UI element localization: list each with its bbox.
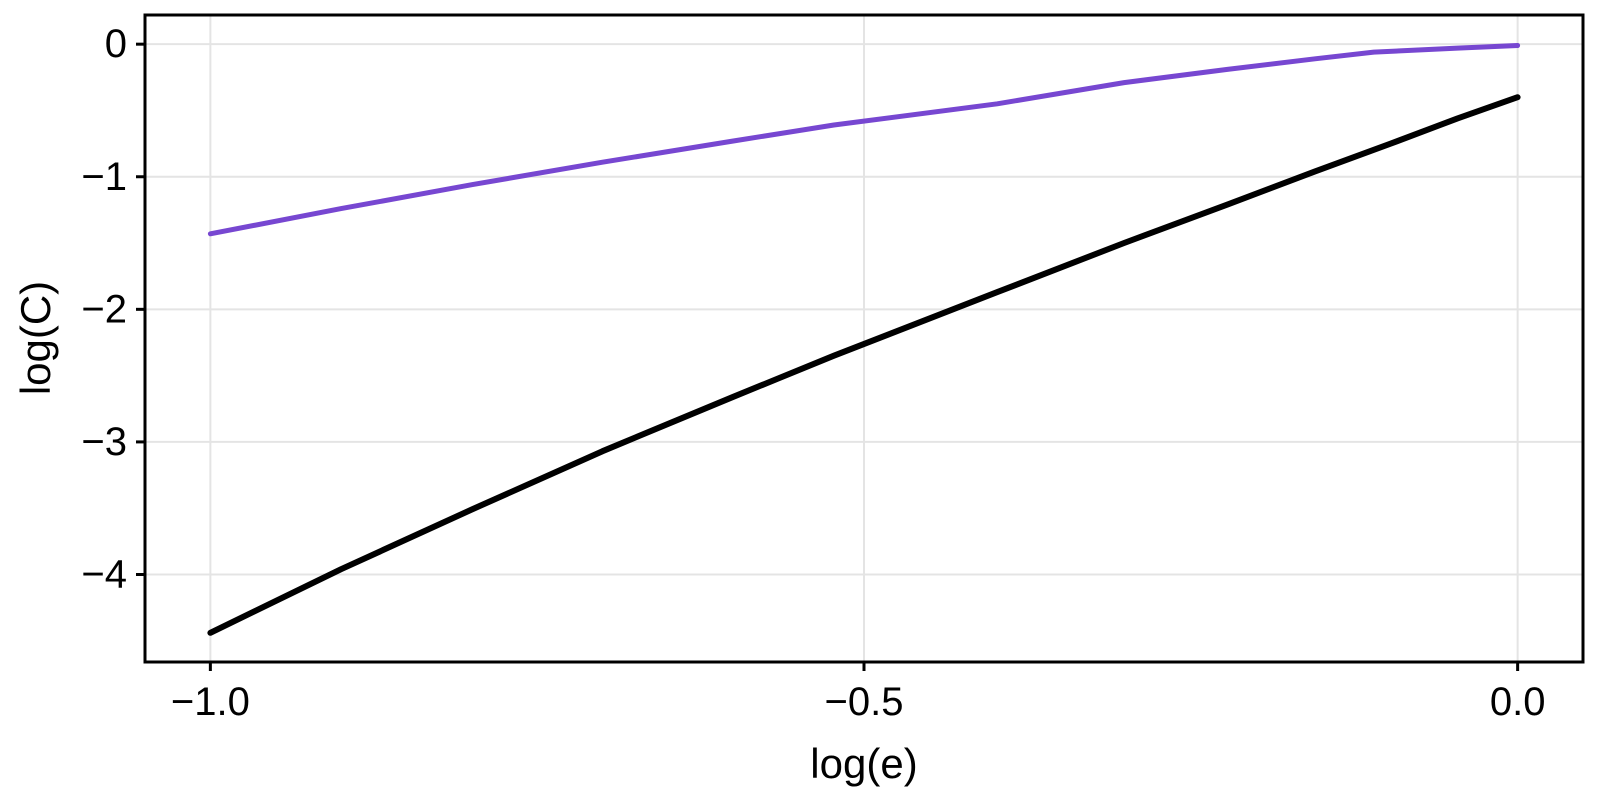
x-tick-label: 0.0 [1490,680,1546,724]
y-tick-label: −1 [81,155,127,199]
y-tick-label: −2 [81,287,127,331]
x-tick-label: −1.0 [171,680,250,724]
x-tick-label: −0.5 [825,680,904,724]
y-tick-label: −3 [81,420,127,464]
y-axis-title: log(C) [12,280,59,396]
series-line-upper-purple [207,43,1521,237]
series-line-lower-black [207,94,1521,636]
y-tick-label: −4 [81,552,127,596]
x-axis-title: log(e) [810,740,918,787]
y-tick-label: 0 [105,22,127,66]
